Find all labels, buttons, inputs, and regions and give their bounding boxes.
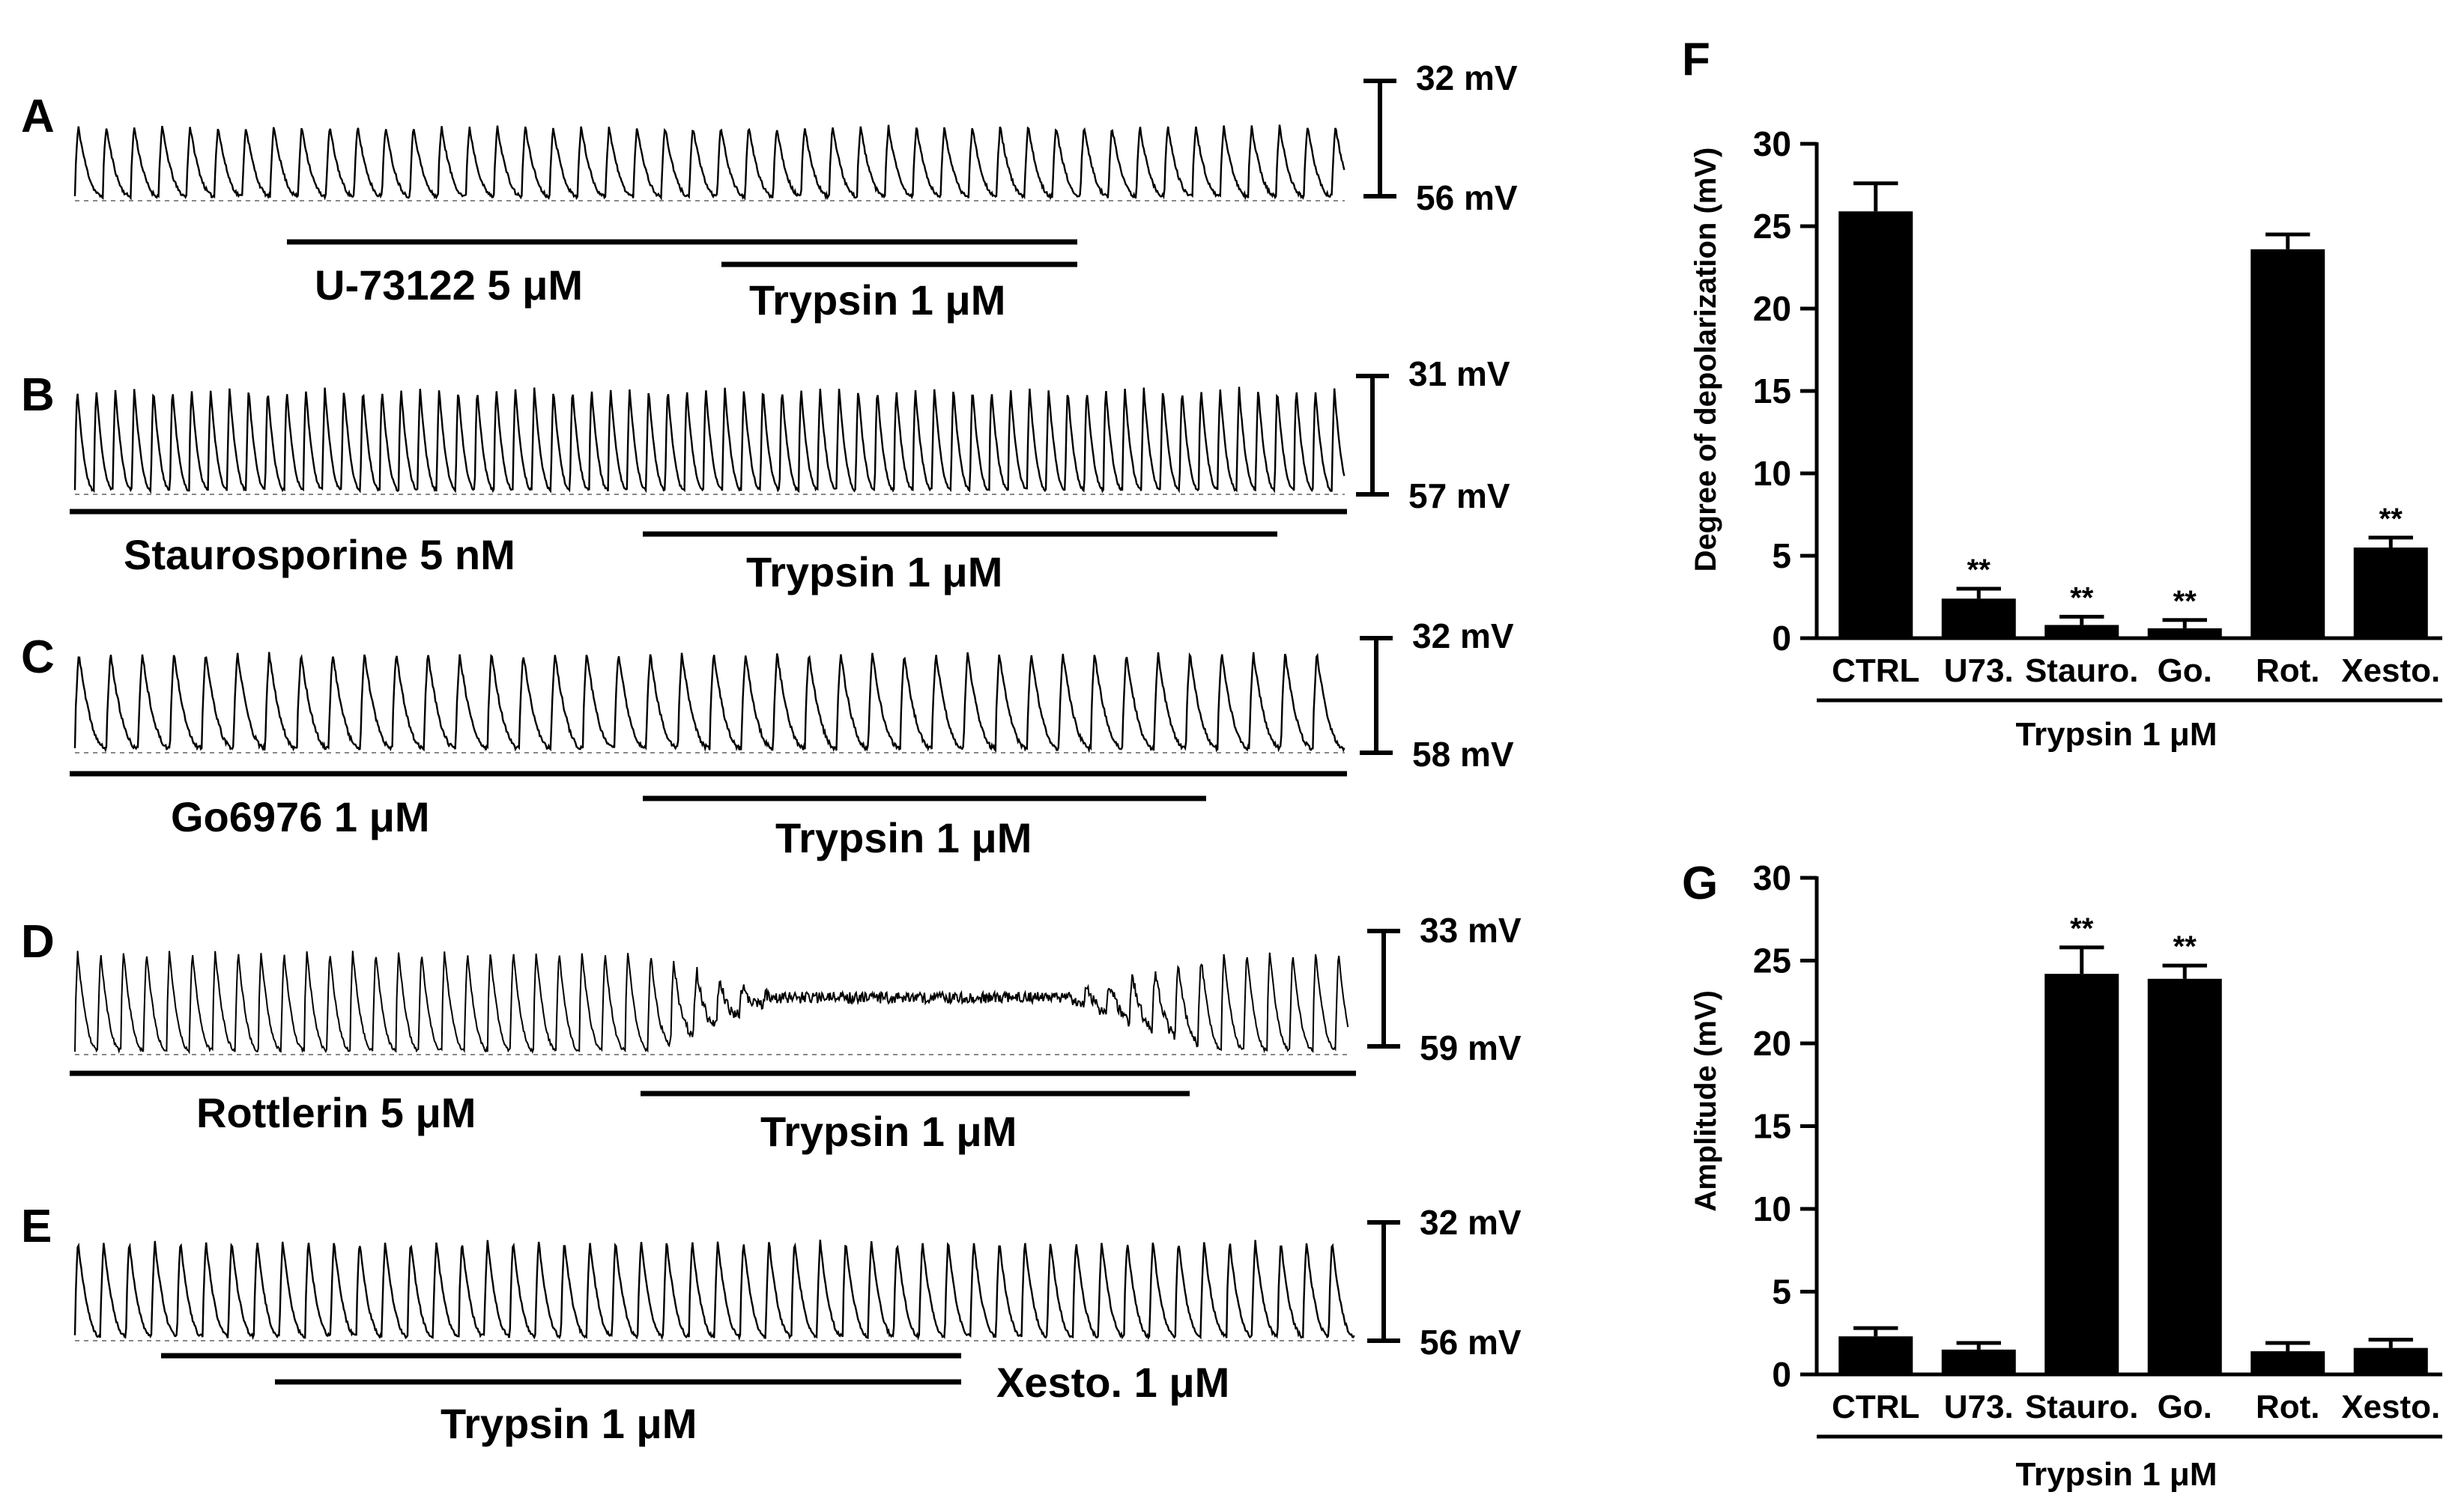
panel-b-trace	[73, 386, 1345, 494]
panel-c-bar-2-label: Trypsin 1 μM	[775, 814, 1032, 861]
panel-e-trace	[73, 1240, 1355, 1341]
panel-e-bar-1-label: Xesto. 1 μM	[996, 1359, 1229, 1406]
bar	[2147, 628, 2222, 638]
panel-b-letter: B	[21, 369, 55, 421]
panel-c-bar-1-label: Go6976 1 μM	[171, 793, 430, 840]
bar	[2044, 625, 2119, 638]
x-tick-label: U73.	[1944, 652, 2014, 689]
y-tick-label: 30	[1753, 124, 1791, 163]
panel-c-letter: C	[21, 631, 55, 683]
bar	[1838, 1336, 1913, 1374]
bar	[1941, 1349, 2016, 1374]
panel-e-scale-bottom: 56 mV	[1420, 1323, 1522, 1362]
y-tick-label: 5	[1772, 536, 1791, 575]
panel-d-bar-2-label: Trypsin 1 μM	[760, 1108, 1017, 1155]
y-tick-label: 15	[1753, 372, 1791, 410]
y-tick-label: 25	[1753, 942, 1791, 980]
significance-marker: **	[1967, 554, 1991, 586]
y-tick-label: 0	[1772, 1355, 1791, 1394]
panel-b-scale-bottom: 57 mV	[1408, 476, 1510, 515]
y-tick-label: 10	[1753, 1189, 1791, 1228]
panel-d-scale-top: 33 mV	[1420, 911, 1522, 950]
panel-c: C Go6976 1 μM Trypsin 1 μM 32 mV 58 mV	[21, 616, 1514, 861]
chart-g-panel-letter: G	[1682, 858, 1718, 909]
panel-c-trace	[73, 652, 1345, 754]
y-tick-label: 5	[1772, 1273, 1791, 1312]
panel-b: B Staurosporine 5 nM Trypsin 1 μM 31 mV …	[21, 354, 1510, 595]
panel-e-scale-bar	[1367, 1220, 1400, 1343]
x-tick-label: CTRL	[1832, 652, 1919, 689]
chart-f-marks: 0 5 10 15 20 25 30 CTRL ** U73. ** Stauro. ** Go. Rot.…	[1753, 124, 2442, 703]
chart-f-ylabel: Degree of depolarization (mV)	[1689, 148, 1722, 572]
significance-marker: **	[2173, 930, 2197, 963]
bar	[2147, 978, 2222, 1374]
y-tick-label: 30	[1753, 858, 1791, 897]
panel-b-bar-1-label: Staurosporine 5 nM	[124, 531, 515, 578]
y-tick-label: 20	[1753, 289, 1791, 328]
y-tick-label: 15	[1753, 1107, 1791, 1146]
panel-a-letter: A	[21, 91, 55, 142]
panel-d: D Rottlerin 5 μM Trypsin 1 μM 33 mV 59 m…	[21, 911, 1522, 1155]
y-tick-label: 0	[1772, 619, 1791, 658]
x-tick-label: Stauro.	[2025, 1389, 2139, 1425]
significance-marker: **	[2070, 581, 2094, 614]
panel-e-bar-2-label: Trypsin 1 μM	[441, 1400, 697, 1447]
panel-c-scale-bottom: 58 mV	[1412, 735, 1514, 774]
y-tick-label: 25	[1753, 207, 1791, 246]
panel-b-bar-2-label: Trypsin 1 μM	[746, 548, 1002, 595]
significance-marker: **	[2070, 912, 2094, 945]
bar	[2250, 249, 2325, 638]
chart-g-marks: 0 5 10 15 20 25 30 CTRL U73. ** Stauro. ** Go. Rot. Xe…	[1753, 858, 2442, 1439]
chart-f-panel-letter: F	[1682, 34, 1710, 85]
x-tick-label: U73.	[1944, 1389, 2014, 1425]
panel-a-bar-2-label: Trypsin 1 μM	[749, 276, 1005, 324]
bar	[1941, 598, 2016, 638]
panel-a-scale-top: 32 mV	[1416, 58, 1518, 97]
bar	[2250, 1351, 2325, 1374]
chart-f: F Degree of depolarization (mV) 0 5 10 15 20…	[1682, 34, 2442, 753]
y-tick-label: 20	[1753, 1024, 1791, 1063]
bar	[2044, 974, 2119, 1374]
significance-marker: **	[2379, 503, 2403, 536]
panel-d-letter: D	[21, 916, 55, 968]
x-tick-label: Xesto.	[2341, 1389, 2440, 1425]
x-tick-label: Rot.	[2256, 1389, 2320, 1425]
panel-b-scale-top: 31 mV	[1408, 354, 1510, 393]
panel-d-scale-bottom: 59 mV	[1420, 1028, 1522, 1067]
x-tick-label: Go.	[2158, 652, 2212, 689]
x-tick-label: Go.	[2158, 1389, 2212, 1425]
bar	[2353, 1347, 2428, 1374]
chart-g-ylabel: Amplitude (mV)	[1689, 990, 1722, 1212]
x-tick-label: Rot.	[2256, 652, 2320, 689]
panel-c-scale-bar	[1360, 636, 1393, 755]
panel-e-scale-top: 32 mV	[1420, 1203, 1522, 1242]
panel-d-scale-bar	[1367, 929, 1400, 1049]
x-tick-label: Stauro.	[2025, 652, 2139, 689]
x-tick-label: Xesto.	[2341, 652, 2440, 689]
panel-b-scale-bar	[1356, 374, 1389, 497]
panel-a: A U-73122 5 μM Trypsin 1 μM 32 mV 56 mV	[21, 58, 1518, 324]
bar	[1838, 211, 1913, 638]
bar	[2353, 548, 2428, 638]
chart-g-xgroup-label: Trypsin 1 μM	[2016, 1456, 2218, 1493]
panel-a-scale-bottom: 56 mV	[1416, 178, 1518, 217]
panel-e-letter: E	[21, 1201, 52, 1252]
chart-g: G Amplitude (mV) 0 5 10 15 20 25 30 CTRL U73. ** S…	[1682, 858, 2442, 1493]
x-tick-label: CTRL	[1832, 1389, 1919, 1425]
panel-a-bar-1-label: U-73122 5 μM	[315, 261, 583, 309]
panel-c-scale-top: 32 mV	[1412, 616, 1514, 655]
panel-a-trace	[73, 124, 1345, 201]
panel-a-scale-bar	[1363, 79, 1396, 198]
significance-marker: **	[2173, 585, 2197, 618]
chart-f-xgroup-label: Trypsin 1 μM	[2016, 716, 2218, 753]
panel-d-trace	[74, 950, 1349, 1055]
y-tick-label: 10	[1753, 454, 1791, 493]
panel-e: E Xesto. 1 μM Trypsin 1 μM 32 mV 56 mV	[21, 1201, 1522, 1447]
panel-d-bar-1-label: Rottlerin 5 μM	[196, 1089, 476, 1136]
